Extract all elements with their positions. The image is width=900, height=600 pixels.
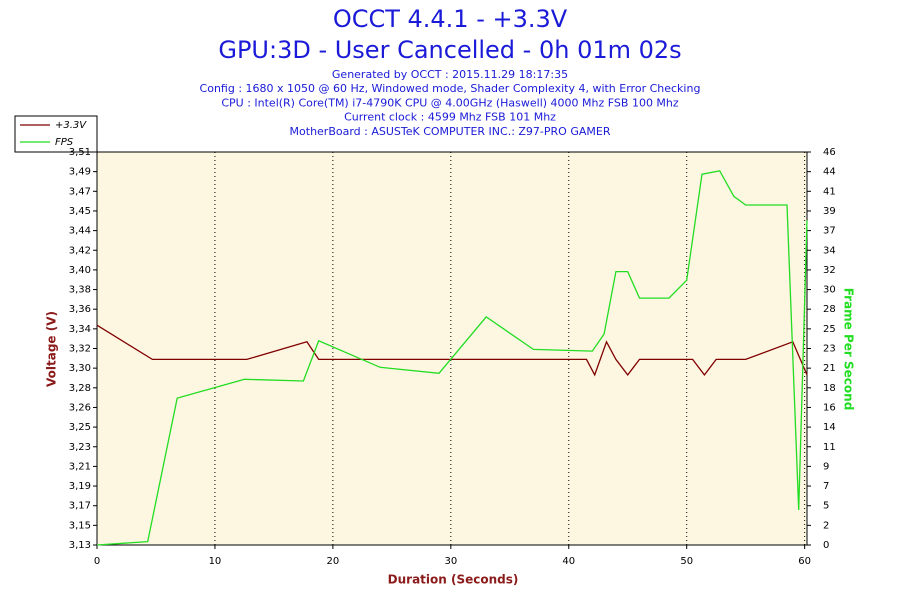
chart-subtitle: GPU:3D - User Cancelled - 0h 01m 02s [218, 36, 681, 64]
x-tick-label: 30 [444, 556, 457, 567]
y2-tick-label: 41 [823, 186, 836, 197]
info-line: MotherBoard : ASUSTeK COMPUTER INC.: Z97… [290, 125, 611, 138]
legend-label: FPS [55, 137, 74, 148]
y-tick-label: 3,44 [69, 226, 91, 237]
y2-tick-label: 2 [823, 520, 829, 531]
info-line: CPU : Intel(R) Core(TM) i7-4790K CPU @ 4… [221, 96, 679, 109]
y-tick-label: 3,30 [69, 363, 91, 374]
x-tick-label: 50 [680, 556, 693, 567]
y2-tick-label: 37 [823, 226, 836, 237]
y2-tick-label: 30 [823, 285, 836, 296]
legend-label: +3.3V [55, 120, 87, 131]
info-line: Config : 1680 x 1050 @ 60 Hz, Windowed m… [200, 82, 701, 95]
x-tick-label: 10 [209, 556, 222, 567]
x-tick-label: 0 [94, 556, 100, 567]
y2-tick-label: 23 [823, 344, 836, 355]
y-tick-label: 3,32 [69, 344, 91, 355]
y-tick-label: 3,38 [69, 285, 91, 296]
y2-tick-label: 0 [823, 540, 829, 551]
y2-tick-label: 32 [823, 265, 836, 276]
y2-axis-label: Frame Per Second [842, 288, 856, 411]
y-tick-label: 3,13 [69, 540, 91, 551]
y-tick-label: 3,34 [69, 324, 91, 335]
y2-tick-label: 14 [823, 422, 836, 433]
y2-tick-label: 39 [823, 206, 836, 217]
plot-area [96, 151, 808, 546]
legend [14, 115, 98, 153]
y2-tick-label: 28 [823, 304, 836, 315]
y-tick-label: 3,42 [69, 245, 91, 256]
y-tick-label: 3,17 [69, 501, 91, 512]
chart-title: OCCT 4.4.1 - +3.3V [333, 5, 568, 33]
y2-tick-label: 7 [823, 481, 829, 492]
series-line [96, 170, 808, 546]
y-tick-label: 3,26 [69, 402, 91, 413]
y2-tick-label: 9 [823, 461, 829, 472]
x-tick-label: 40 [562, 556, 575, 567]
y-tick-label: 3,25 [69, 422, 91, 433]
y-tick-label: 3,40 [69, 265, 91, 276]
y2-tick-label: 34 [823, 245, 836, 256]
y-tick-label: 3,28 [69, 383, 91, 394]
y2-tick-label: 46 [823, 147, 836, 158]
y-tick-label: 3,19 [69, 481, 91, 492]
y2-tick-label: 5 [823, 501, 829, 512]
info-line: Current clock : 4599 Mhz FSB 101 Mhz [344, 111, 556, 124]
y2-tick-label: 11 [823, 442, 836, 453]
x-axis-label: Duration (Seconds) [388, 573, 519, 587]
y-tick-label: 3,45 [69, 206, 91, 217]
series-line [96, 324, 808, 377]
y2-tick-label: 16 [823, 402, 836, 413]
y-axis-label: Voltage (V) [45, 311, 59, 387]
y2-tick-label: 44 [823, 167, 836, 178]
x-tick-label: 60 [798, 556, 811, 567]
y2-tick-label: 21 [823, 363, 836, 374]
info-line: Generated by OCCT : 2015.11.29 18:17:35 [332, 68, 568, 81]
y2-tick-label: 25 [823, 324, 836, 335]
y-tick-label: 3,47 [69, 186, 91, 197]
y-tick-label: 3,36 [69, 304, 91, 315]
y-tick-label: 3,15 [69, 520, 91, 531]
y-tick-label: 3,21 [69, 461, 91, 472]
y-tick-label: 3,49 [69, 167, 91, 178]
y-tick-label: 3,23 [69, 442, 91, 453]
y2-tick-label: 18 [823, 383, 836, 394]
y-tick-label: 3,51 [69, 147, 91, 158]
x-tick-label: 20 [327, 556, 340, 567]
